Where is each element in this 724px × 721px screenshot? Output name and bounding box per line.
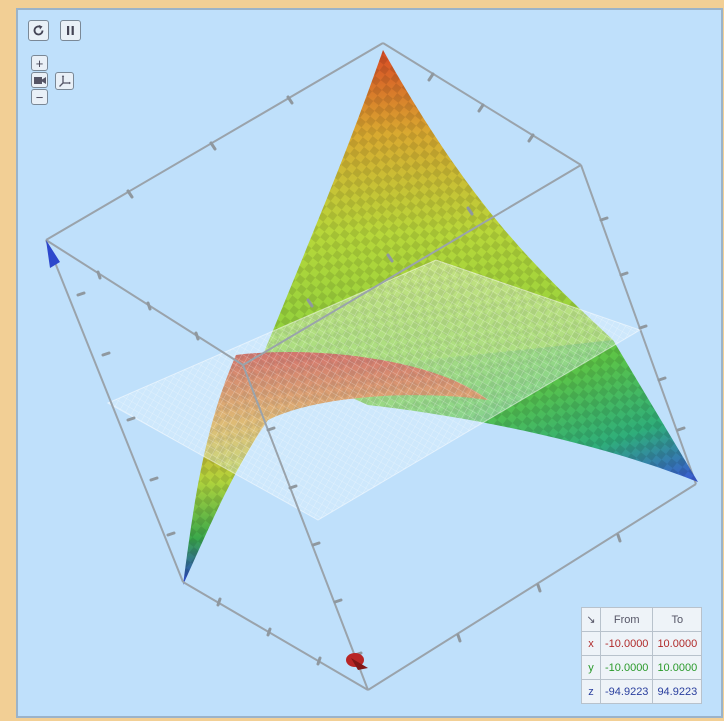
corner-arrow-icon[interactable]: ↘ [581,607,601,632]
zero-plane [106,259,642,521]
3d-surface-plot[interactable] [18,10,723,718]
rotate-cw-icon [33,25,44,36]
axis-cones [46,240,368,670]
pause-button[interactable] [60,20,81,41]
zoom-in-button[interactable]: + [31,55,48,71]
x-to-value[interactable]: 10.0000 [652,631,703,656]
x-from-value[interactable]: -10.0000 [599,631,654,656]
range-table: ↘ From To x -10.0000 10.0000 y -10.0000 … [581,607,703,704]
camera-button[interactable] [31,72,48,88]
zoom-out-button[interactable]: − [31,89,48,105]
range-table-header: ↘ From To [581,607,703,632]
range-row-z: z -94.9223 94.9223 [581,679,703,704]
y-axis-cone [46,240,60,268]
zoom-out-label: − [35,89,44,105]
bounding-box-front [45,164,697,691]
axis-label: x [581,631,601,656]
reset-view-button[interactable] [28,20,49,41]
range-row-y: y -10.0000 10.0000 [581,655,703,680]
pause-icon [67,26,74,35]
z-to-value[interactable]: 94.9223 [652,679,703,704]
axis-label: y [581,655,601,680]
axes-toggle-button[interactable] [55,72,74,90]
axes-icon [58,75,71,87]
y-from-value[interactable]: -10.0000 [599,655,654,680]
range-row-x: x -10.0000 10.0000 [581,631,703,656]
to-header: To [652,607,703,632]
z-from-value[interactable]: -94.9223 [599,679,654,704]
plot-viewport[interactable]: + − ↘ From To x -10.0000 10.0000 [16,8,723,718]
y-to-value[interactable]: 10.0000 [652,655,703,680]
from-header: From [599,607,654,632]
camera-icon [33,76,46,84]
axis-ticks [76,72,686,666]
zoom-in-label: + [35,55,44,71]
axis-label: z [581,679,601,704]
